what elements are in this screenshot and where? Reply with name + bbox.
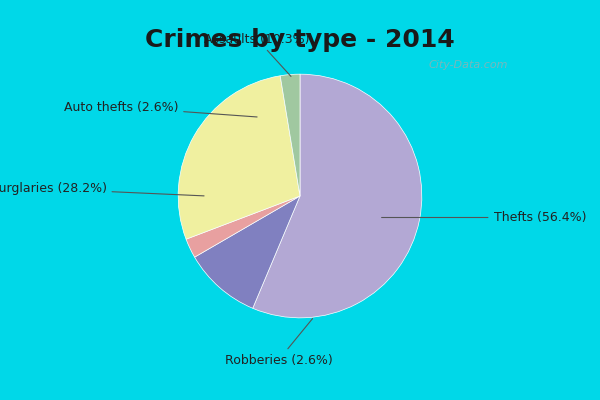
Wedge shape bbox=[194, 196, 300, 308]
Text: Burglaries (28.2%): Burglaries (28.2%) bbox=[0, 182, 204, 196]
Text: Auto thefts (2.6%): Auto thefts (2.6%) bbox=[64, 101, 257, 117]
Wedge shape bbox=[186, 196, 300, 257]
Text: Crimes by type - 2014: Crimes by type - 2014 bbox=[145, 28, 455, 52]
Text: Assaults (10.3%): Assaults (10.3%) bbox=[204, 32, 310, 76]
Text: Robberies (2.6%): Robberies (2.6%) bbox=[224, 318, 332, 367]
Wedge shape bbox=[253, 74, 422, 318]
Wedge shape bbox=[178, 76, 300, 239]
Text: Thefts (56.4%): Thefts (56.4%) bbox=[382, 211, 586, 224]
Text: City-Data.com: City-Data.com bbox=[428, 60, 508, 70]
Wedge shape bbox=[280, 74, 300, 196]
